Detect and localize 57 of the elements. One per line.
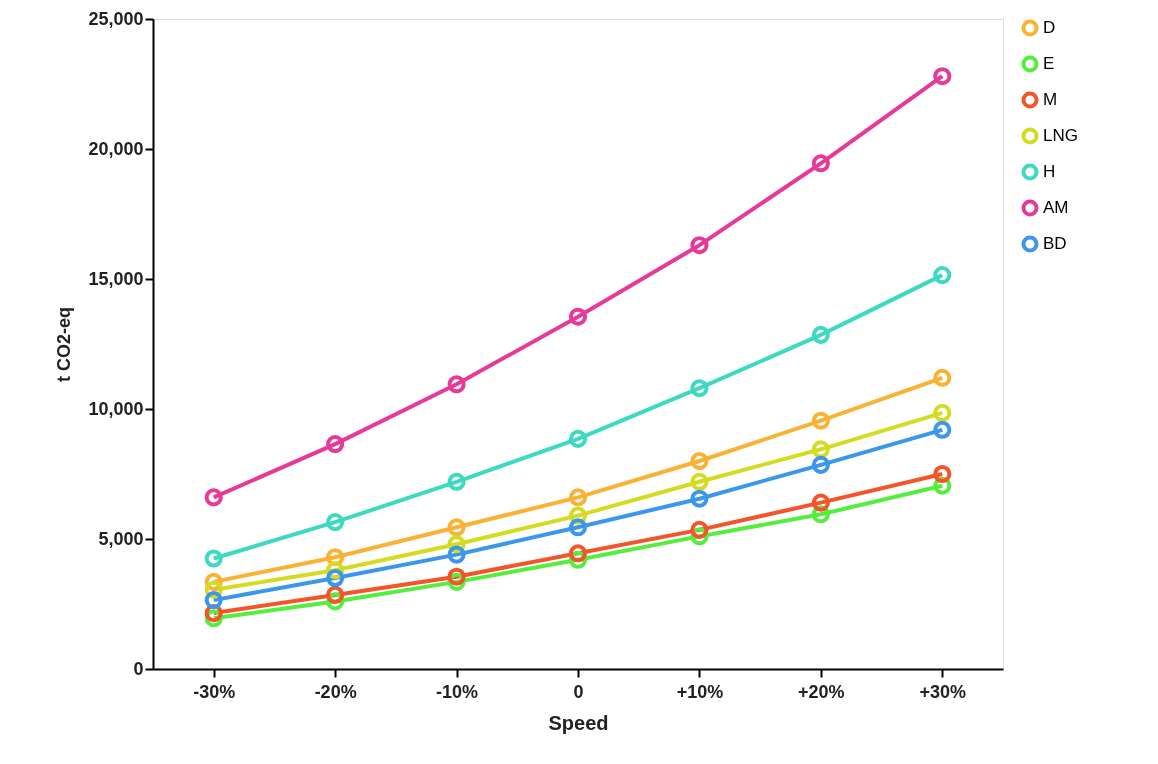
point (204, 549, 223, 568)
y-axis-title: t CO2-eq (54, 306, 75, 383)
point (690, 236, 709, 255)
legend-label: BD (1043, 234, 1067, 253)
point (326, 568, 345, 588)
point (933, 368, 952, 387)
point (568, 488, 588, 507)
point (326, 585, 345, 604)
point (690, 472, 709, 491)
x-tick-label: -20% (314, 681, 357, 702)
x-tick-label: +20% (798, 681, 845, 702)
point (811, 325, 830, 344)
point (568, 518, 588, 537)
point (811, 154, 830, 173)
point (447, 375, 466, 394)
point (690, 379, 709, 398)
x-tick-label: -30% (193, 681, 236, 702)
point (933, 464, 952, 484)
point (568, 429, 588, 448)
x-tick-label: +30% (919, 681, 967, 702)
legend-label: H (1043, 162, 1056, 181)
x-tick-label: -10% (436, 681, 479, 702)
point (447, 518, 466, 537)
point (933, 67, 952, 86)
point (447, 545, 466, 564)
point (690, 520, 709, 539)
point (326, 513, 345, 532)
y-tick-label: 20,000 (88, 138, 144, 159)
point (204, 488, 223, 507)
legend-label: E (1043, 54, 1055, 73)
point (568, 544, 588, 563)
x-tick-label: 0 (573, 681, 584, 702)
y-tick-label: 10,000 (88, 398, 144, 419)
point (811, 455, 830, 474)
point (690, 451, 709, 471)
point (933, 403, 952, 422)
y-tick-label: 25,000 (88, 8, 144, 29)
y-tick-label: 0 (133, 658, 144, 679)
point (933, 420, 952, 439)
y-tick-label: 5,000 (98, 528, 144, 549)
point (811, 493, 830, 512)
point (326, 435, 345, 454)
y-tick-label: 15,000 (88, 268, 144, 289)
point (690, 489, 709, 508)
legend-label: M (1043, 90, 1058, 109)
point (447, 472, 466, 491)
point (568, 307, 588, 326)
x-axis-title: Speed (548, 711, 609, 734)
legend-label: LNG (1043, 126, 1078, 145)
point (811, 440, 830, 459)
point (811, 411, 830, 430)
point (204, 591, 223, 610)
point (447, 567, 466, 586)
x-tick-label: +10% (676, 681, 724, 702)
point (933, 266, 952, 285)
legend-label: AM (1043, 198, 1069, 217)
legend-label: D (1043, 18, 1056, 37)
